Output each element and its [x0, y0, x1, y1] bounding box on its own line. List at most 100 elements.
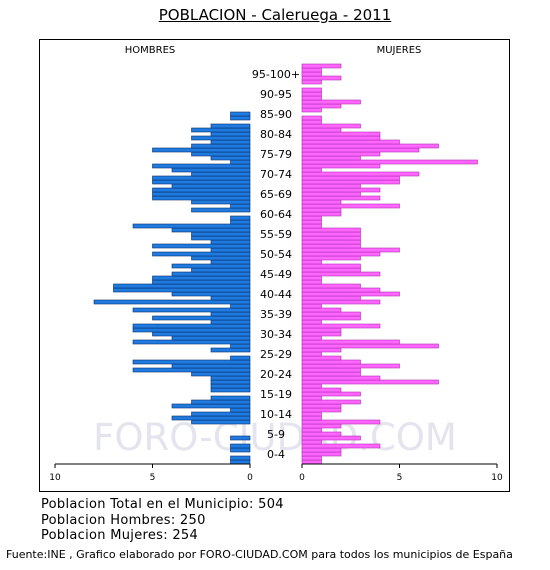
- men-bar-age-48: [191, 267, 251, 273]
- men-axis-label: HOMBRES: [125, 45, 176, 56]
- men-bar-age-42: [171, 291, 251, 297]
- men-bar-age-57: [191, 231, 251, 237]
- women-population: Poblacion Mujeres: 254: [41, 528, 199, 543]
- men-bar-age-82: [210, 131, 251, 137]
- age-labels-group: 0-4 5-9 10-14 15-19 20-24 25-29 30-34 35-39 40-4…: [252, 68, 300, 461]
- women-bar-age-29: [301, 343, 439, 349]
- pyramid-svg: FORO-CIUDAD.COM HOMBRES MUJERES 0-4 5-9 10…: [49, 45, 503, 483]
- women-bar-age-2: [301, 451, 342, 457]
- men-bar-age-35: [210, 319, 251, 325]
- men-bar-age-70: [152, 179, 251, 185]
- men-tick-label-5: 5: [150, 473, 156, 483]
- women-tick-label-0: 0: [299, 473, 305, 483]
- men-bar-age-25: [132, 359, 251, 365]
- pyramid-chart: FORO-CIUDAD.COM HOMBRES MUJERES 0-4 5-9 10…: [39, 39, 510, 492]
- women-bar-age-14: [301, 403, 342, 409]
- women-bar-age-70: [301, 179, 400, 185]
- men-bar-age-72: [191, 171, 251, 177]
- men-bar-age-87: [230, 111, 251, 117]
- men-bar-age-60: [230, 219, 251, 225]
- women-bar-age-58: [301, 227, 361, 233]
- women-bar-age-30: [301, 339, 400, 345]
- women-bar-age-59: [301, 223, 322, 229]
- men-bar-age-53: [210, 247, 251, 253]
- men-bar-age-21: [210, 375, 251, 381]
- women-bar-age-73: [301, 167, 322, 173]
- men-bar-age-43: [113, 287, 251, 293]
- women-bar-age-48: [301, 267, 361, 273]
- men-bar-age-37: [210, 311, 251, 317]
- women-bar-age-61: [301, 215, 322, 221]
- women-bar-age-60: [301, 219, 322, 225]
- women-bar-age-95: [301, 79, 322, 85]
- men-tick-label-10: 10: [49, 473, 61, 483]
- women-bar-age-78: [301, 147, 420, 153]
- men-bar-age-22: [191, 371, 251, 377]
- age-label-70-74: 70-74: [260, 168, 292, 181]
- men-bar-age-63: [191, 207, 251, 213]
- women-bar-age-0: [301, 459, 322, 465]
- age-label-60-64: 60-64: [260, 208, 292, 221]
- women-bar-age-9: [301, 423, 342, 429]
- women-bar-age-83: [301, 127, 342, 133]
- women-tick-label-5: 5: [397, 473, 403, 483]
- men-bar-age-64: [230, 203, 251, 209]
- women-bar-age-15: [301, 399, 361, 405]
- men-bar-age-0: [230, 459, 251, 465]
- women-bar-age-72: [301, 171, 420, 177]
- men-bar-age-30: [132, 339, 251, 345]
- women-bar-age-4: [301, 443, 381, 449]
- women-bar-age-93: [301, 87, 322, 93]
- women-bar-age-25: [301, 359, 361, 365]
- women-bar-age-57: [301, 231, 361, 237]
- men-bar-age-24: [171, 363, 251, 369]
- men-bar-age-58: [171, 227, 251, 233]
- women-bar-age-85: [301, 119, 322, 125]
- women-bar-age-51: [301, 255, 361, 261]
- women-bar-age-63: [301, 207, 342, 213]
- men-bar-age-67: [152, 191, 251, 197]
- men-bar-age-38: [132, 307, 251, 313]
- women-bar-age-90: [301, 99, 361, 105]
- women-bar-age-42: [301, 291, 400, 297]
- men-bar-age-39: [230, 303, 251, 309]
- women-bar-age-21: [301, 375, 381, 381]
- women-bar-age-74: [301, 163, 381, 169]
- men-bar-age-19: [210, 383, 251, 389]
- women-bar-age-53: [301, 247, 400, 253]
- men-bar-age-16: [210, 395, 251, 401]
- men-bar-age-65: [191, 199, 251, 205]
- women-bar-age-88: [301, 107, 322, 113]
- men-bar-age-3: [230, 447, 251, 453]
- women-bar-age-28: [301, 347, 342, 353]
- women-axis-label: MUJERES: [377, 45, 422, 56]
- women-bar-age-66: [301, 195, 381, 201]
- women-bar-age-98: [301, 67, 322, 73]
- age-label-25-29: 25-29: [260, 348, 292, 361]
- men-bar-age-45: [152, 279, 251, 285]
- men-bar-age-4: [230, 443, 251, 449]
- men-bar-age-46: [152, 275, 251, 281]
- men-bar-age-36: [152, 315, 251, 321]
- women-bar-age-19: [301, 383, 322, 389]
- age-label-0-4: 0-4: [267, 448, 285, 461]
- men-bar-age-61: [230, 215, 251, 221]
- men-bar-age-77: [191, 151, 251, 157]
- age-label-40-44: 40-44: [260, 288, 292, 301]
- age-label-80-84: 80-84: [260, 128, 292, 141]
- men-bar-age-10: [191, 419, 251, 425]
- men-bar-age-1: [230, 455, 251, 461]
- men-bar-age-33: [132, 327, 251, 333]
- men-bar-age-20: [210, 379, 251, 385]
- women-bar-age-97: [301, 71, 322, 77]
- age-label-55-59: 55-59: [260, 228, 292, 241]
- men-bar-age-15: [191, 399, 251, 405]
- age-label-95-100+: 95-100+: [252, 68, 300, 81]
- age-label-45-49: 45-49: [260, 268, 292, 281]
- men-bar-age-28: [210, 347, 251, 353]
- age-label-15-19: 15-19: [260, 388, 292, 401]
- men-tick-label-0: 0: [247, 473, 253, 483]
- women-bar-age-1: [301, 455, 322, 461]
- women-bar-age-26: [301, 355, 342, 361]
- men-bar-age-69: [171, 183, 251, 189]
